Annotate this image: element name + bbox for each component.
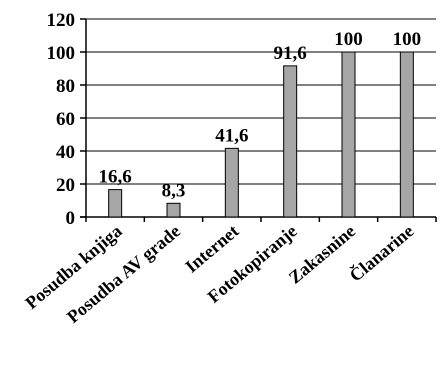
- bar: [166, 202, 181, 218]
- bar: [283, 65, 298, 218]
- data-label: 100: [334, 29, 363, 50]
- y-tick-label: 60: [56, 109, 75, 130]
- bar: [399, 51, 414, 218]
- y-tick-label: 100: [47, 43, 76, 64]
- data-label: 8,3: [162, 180, 186, 201]
- axes: [80, 18, 437, 222]
- data-label: 91,6: [274, 43, 307, 64]
- bar: [224, 147, 239, 218]
- y-tick-label: 80: [56, 76, 75, 97]
- y-tick-labels: 0 20 40 60 80 100 120: [47, 10, 76, 229]
- data-label: 16,6: [99, 167, 132, 188]
- gridlines: [86, 18, 436, 185]
- y-tick-label: 0: [66, 208, 76, 229]
- data-label: 41,6: [215, 125, 248, 146]
- y-tick-label: 20: [56, 175, 75, 196]
- category-label: Posudba knjiga: [21, 221, 125, 313]
- y-tick-label: 40: [56, 142, 75, 163]
- category-label: Članarine: [345, 220, 417, 286]
- bar: [108, 189, 123, 218]
- data-label: 100: [393, 29, 422, 50]
- y-tick-label: 120: [47, 10, 76, 31]
- bar: [341, 51, 356, 218]
- bars: [108, 51, 414, 218]
- data-labels: 16,6 8,3 41,6 91,6 100 100: [99, 29, 422, 201]
